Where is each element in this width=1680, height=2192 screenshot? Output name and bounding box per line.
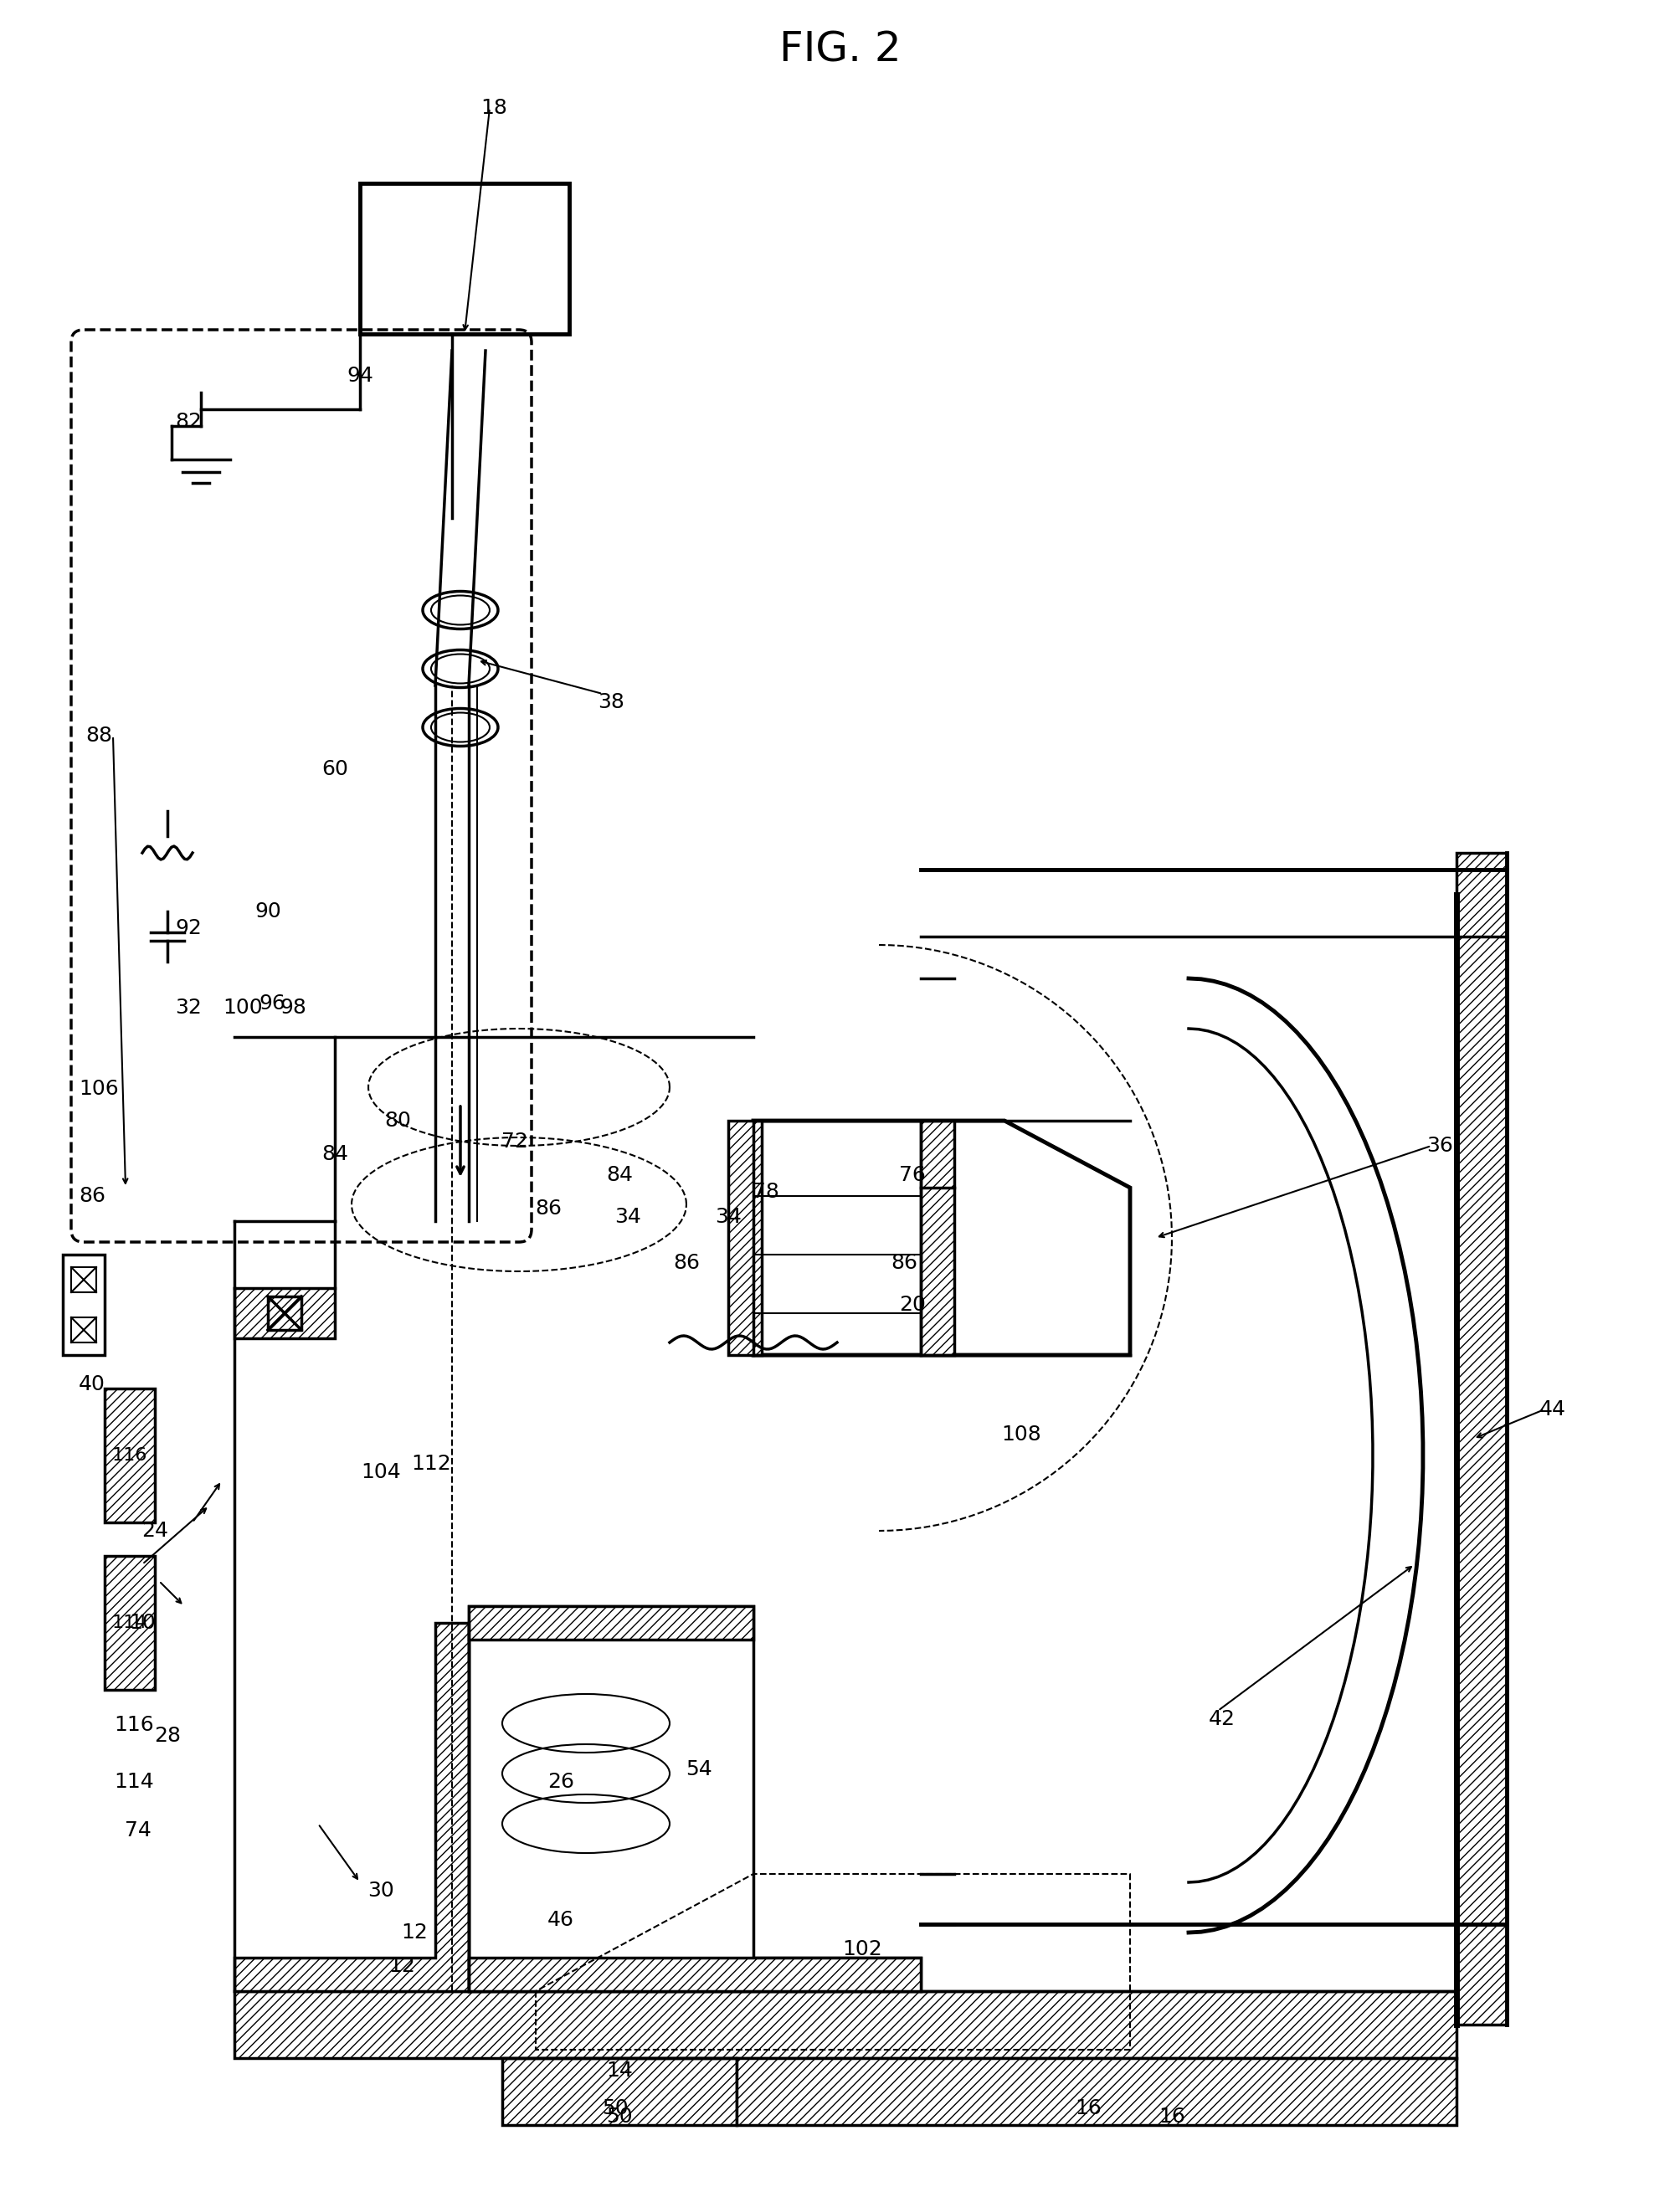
Text: 84: 84: [321, 1144, 348, 1164]
Bar: [62, 1254, 104, 1355]
Bar: [921, 1120, 954, 1355]
Text: 80: 80: [385, 1111, 410, 1131]
Text: 50: 50: [601, 2098, 628, 2117]
Polygon shape: [469, 1607, 753, 1640]
Text: 86: 86: [672, 1254, 699, 1274]
Text: 60: 60: [321, 758, 348, 778]
Text: 82: 82: [175, 412, 202, 432]
Text: 18: 18: [480, 99, 507, 118]
Text: 36: 36: [1426, 1135, 1453, 1155]
Bar: [104, 1556, 155, 1690]
Text: 74: 74: [124, 1819, 151, 1841]
Text: 38: 38: [598, 693, 623, 712]
Text: 116: 116: [113, 1447, 148, 1464]
Bar: [727, 1120, 761, 1355]
Text: 12: 12: [388, 1955, 415, 1975]
Text: 12: 12: [402, 1922, 427, 1942]
Text: 104: 104: [361, 1462, 400, 1482]
Text: 40: 40: [79, 1374, 106, 1394]
Text: 116: 116: [114, 1714, 155, 1736]
Text: 86: 86: [79, 1186, 106, 1206]
Text: 34: 34: [615, 1208, 640, 1228]
Bar: [736, 2058, 1457, 2124]
Text: 114: 114: [113, 1616, 148, 1631]
Text: 28: 28: [155, 1725, 181, 1745]
Polygon shape: [469, 1957, 921, 1990]
Text: 96: 96: [259, 993, 286, 1013]
Text: 42: 42: [1208, 1710, 1235, 1729]
Text: 26: 26: [548, 1771, 575, 1791]
Text: 16: 16: [1158, 2107, 1184, 2126]
Text: 102: 102: [842, 1940, 882, 1960]
Bar: [104, 1388, 155, 1523]
Text: 84: 84: [606, 1166, 632, 1186]
Text: 86: 86: [534, 1199, 561, 1219]
Text: 78: 78: [753, 1181, 780, 1201]
Text: 76: 76: [899, 1166, 926, 1186]
Text: 86: 86: [890, 1254, 917, 1274]
Text: 88: 88: [86, 726, 113, 745]
Text: 16: 16: [1074, 2098, 1100, 2117]
Text: 90: 90: [254, 901, 281, 921]
Text: 32: 32: [175, 997, 202, 1017]
Text: 106: 106: [79, 1078, 119, 1098]
Text: FIG. 2: FIG. 2: [780, 28, 900, 70]
Bar: [502, 2058, 736, 2124]
Text: 44: 44: [1539, 1398, 1566, 1420]
Polygon shape: [234, 1289, 334, 1339]
Text: 100: 100: [223, 997, 262, 1017]
Polygon shape: [234, 1622, 469, 1990]
Text: 98: 98: [279, 997, 306, 1017]
Text: 20: 20: [899, 1295, 926, 1315]
Bar: [360, 184, 570, 333]
Text: 24: 24: [141, 1521, 168, 1541]
Text: 94: 94: [346, 366, 373, 386]
Text: 34: 34: [714, 1208, 741, 1228]
Text: 72: 72: [501, 1131, 528, 1151]
Text: 92: 92: [175, 918, 202, 938]
Text: 46: 46: [548, 1909, 575, 1929]
Text: 14: 14: [606, 2060, 632, 2080]
Text: 50: 50: [606, 2107, 632, 2126]
Bar: [234, 1990, 1457, 2058]
Text: 112: 112: [412, 1453, 450, 1473]
Text: 54: 54: [685, 1760, 712, 1780]
Bar: [360, 184, 570, 333]
Polygon shape: [1457, 853, 1505, 2025]
Text: 108: 108: [1001, 1425, 1040, 1445]
Text: 30: 30: [368, 1881, 393, 1900]
Text: 114: 114: [114, 1771, 155, 1791]
Text: 10: 10: [129, 1613, 156, 1633]
